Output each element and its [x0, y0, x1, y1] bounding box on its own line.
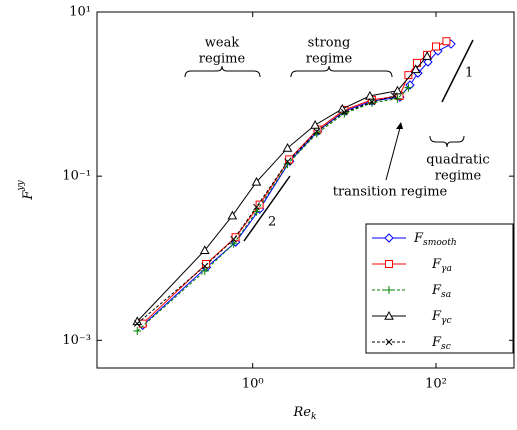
marker — [423, 57, 433, 67]
legend-marker — [384, 233, 394, 243]
marker — [340, 108, 348, 116]
marker — [390, 92, 398, 100]
legend-label: Fγa — [431, 257, 452, 274]
marker — [368, 98, 376, 106]
marker — [404, 83, 413, 92]
legend-label: Fγc — [431, 309, 452, 326]
y-tick-label: 10⁻¹ — [62, 169, 91, 184]
annotation: regime — [306, 52, 353, 67]
series-line — [136, 87, 409, 332]
marker — [284, 158, 291, 166]
marker — [202, 260, 211, 269]
x-tick-label: 10⁰ — [242, 377, 264, 392]
marker — [337, 103, 348, 113]
arrow — [385, 123, 402, 181]
marker — [410, 64, 421, 74]
legend-box — [365, 223, 514, 354]
brace — [290, 65, 393, 78]
marker — [133, 320, 141, 327]
slope-line — [441, 39, 474, 103]
marker — [133, 326, 142, 335]
marker — [422, 51, 432, 60]
x-tick-label: 10² — [425, 377, 447, 392]
marker — [310, 119, 320, 129]
arrow-head — [396, 122, 403, 129]
annotation: quadratic — [426, 153, 489, 168]
marker — [313, 128, 321, 135]
legend-label: Fsmooth — [413, 231, 457, 248]
marker — [230, 235, 238, 243]
marker — [392, 85, 403, 95]
slope-line — [243, 175, 291, 242]
marker — [404, 71, 413, 80]
y-axis-label: Fyy — [16, 179, 36, 200]
annotation: weak — [205, 36, 240, 51]
marker — [442, 37, 451, 46]
marker — [201, 262, 209, 270]
annotation: 2 — [268, 215, 276, 230]
annotation: strong — [308, 36, 351, 51]
marker — [199, 245, 210, 254]
annotation: 1 — [465, 66, 473, 81]
marker — [393, 94, 402, 103]
legend-label: Fsa — [431, 283, 451, 300]
marker — [365, 90, 375, 100]
y-tick-label: 10¹ — [69, 5, 91, 20]
brace — [429, 135, 465, 148]
marker — [229, 239, 238, 248]
marker — [431, 42, 440, 51]
annotation: regime — [435, 169, 482, 184]
annotation: transition regime — [333, 185, 448, 200]
legend-marker — [385, 260, 393, 268]
marker — [227, 210, 238, 220]
plot-frame — [96, 11, 515, 369]
marker — [367, 98, 376, 107]
marker — [251, 176, 262, 186]
legend-label: Fsc — [431, 335, 451, 352]
annotation: regime — [199, 52, 246, 67]
marker — [412, 58, 421, 67]
x-axis-label: Rek — [293, 405, 317, 422]
legend-marker — [384, 310, 394, 320]
y-tick-label: 10⁻³ — [62, 333, 91, 348]
legend-marker — [385, 338, 393, 346]
marker — [253, 203, 260, 211]
legend-marker — [385, 286, 393, 294]
marker — [282, 143, 293, 152]
marker — [200, 266, 209, 275]
brace — [184, 65, 261, 78]
